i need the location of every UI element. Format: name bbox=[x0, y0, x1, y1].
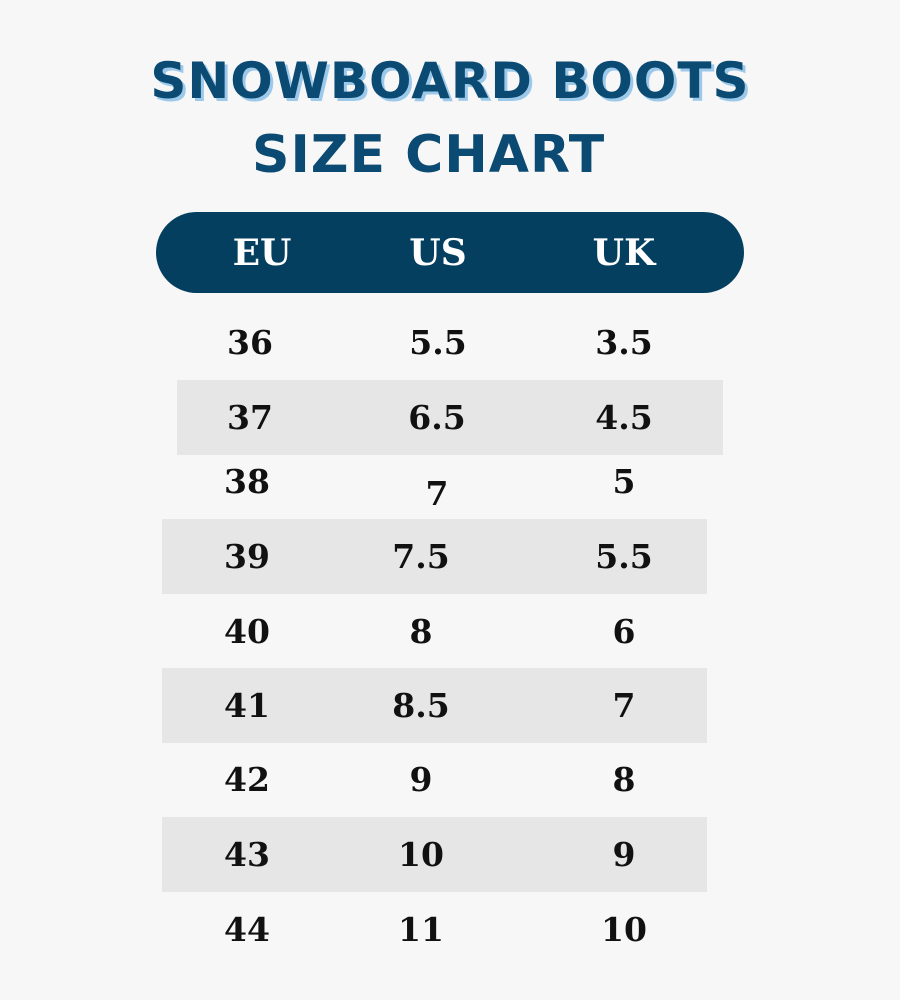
table-row: 44 11 10 bbox=[0, 899, 900, 959]
cell-uk: 6 bbox=[612, 612, 636, 651]
cell-eu: 36 bbox=[227, 323, 273, 362]
cell-us: 7.5 bbox=[392, 537, 450, 576]
cell-us: 5.5 bbox=[409, 323, 467, 362]
cell-uk: 3.5 bbox=[595, 323, 653, 362]
table-row: 38 7 5 bbox=[0, 451, 900, 513]
cell-eu: 41 bbox=[224, 686, 270, 725]
row-band-41 bbox=[162, 668, 707, 743]
cell-uk: 10 bbox=[601, 910, 647, 949]
table-row: 42 9 8 bbox=[0, 749, 900, 809]
table-row: 39 7.5 5.5 bbox=[0, 526, 900, 586]
column-header-eu: EU bbox=[232, 232, 292, 274]
row-band-43 bbox=[162, 817, 707, 892]
cell-uk: 9 bbox=[612, 835, 636, 874]
column-header-uk: UK bbox=[592, 232, 656, 274]
cell-us: 9 bbox=[409, 760, 433, 799]
row-band-39 bbox=[162, 519, 707, 594]
cell-eu: 42 bbox=[224, 760, 270, 799]
row-band-37 bbox=[177, 380, 723, 455]
cell-uk: 4.5 bbox=[595, 398, 653, 437]
cell-us: 7 bbox=[425, 474, 449, 513]
table-row: 37 6.5 4.5 bbox=[0, 387, 900, 447]
table-row: 41 8.5 7 bbox=[0, 675, 900, 735]
table-row: 36 5.5 3.5 bbox=[0, 312, 900, 372]
cell-us: 8.5 bbox=[392, 686, 450, 725]
table-header: EU US UK bbox=[156, 212, 744, 293]
cell-uk: 5 bbox=[612, 462, 636, 501]
cell-eu: 40 bbox=[224, 612, 270, 651]
cell-eu: 37 bbox=[227, 398, 273, 437]
cell-uk: 5.5 bbox=[595, 537, 653, 576]
column-header-us: US bbox=[409, 232, 467, 274]
cell-eu: 43 bbox=[224, 835, 270, 874]
cell-us: 10 bbox=[398, 835, 444, 874]
table-row: 40 8 6 bbox=[0, 601, 900, 661]
cell-us: 11 bbox=[398, 910, 444, 949]
cell-eu: 39 bbox=[224, 537, 270, 576]
cell-eu: 38 bbox=[224, 462, 270, 501]
cell-uk: 7 bbox=[612, 686, 636, 725]
table-row: 43 10 9 bbox=[0, 824, 900, 884]
chart-title-line2: SIZE CHART bbox=[252, 125, 606, 185]
chart-title-line1: SNOWBOARD BOOTS bbox=[150, 52, 750, 110]
cell-uk: 8 bbox=[612, 760, 636, 799]
cell-eu: 44 bbox=[224, 910, 270, 949]
cell-us: 8 bbox=[409, 612, 433, 651]
cell-us: 6.5 bbox=[408, 398, 466, 437]
